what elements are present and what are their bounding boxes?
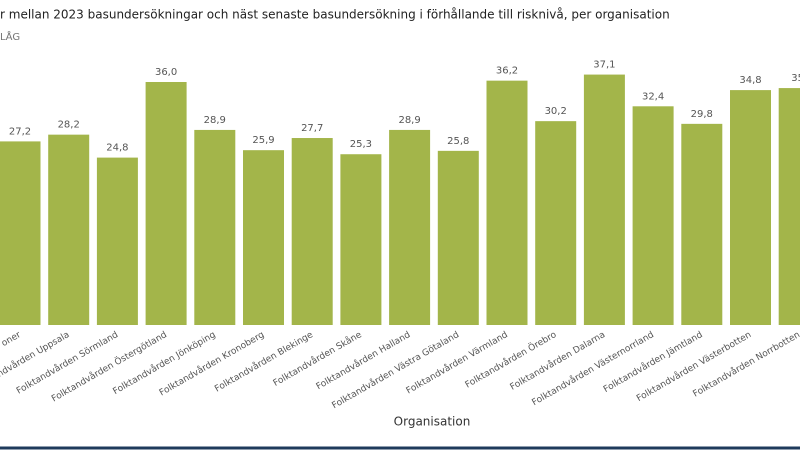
bar	[48, 134, 90, 325]
bar	[194, 129, 236, 325]
bar	[778, 88, 800, 325]
bar	[632, 106, 674, 325]
value-label: 32,4	[642, 91, 664, 102]
chart-title: r mellan 2023 basundersökningar och näst…	[0, 8, 670, 22]
value-label: 25,3	[350, 139, 372, 150]
value-label: 27,2	[9, 126, 31, 137]
bar	[340, 154, 382, 325]
bar	[437, 150, 479, 325]
value-label: 36,0	[155, 67, 177, 78]
bar	[243, 150, 284, 325]
bar	[291, 138, 333, 325]
value-label: 25,9	[252, 135, 274, 146]
value-label: 30,2	[545, 106, 567, 117]
x-tick-label: Folktandvården Skåne	[271, 329, 364, 389]
bar	[583, 74, 625, 325]
x-tick-label: Folktandvården Örebro	[463, 329, 559, 391]
value-label: 25,8	[447, 136, 469, 147]
bar	[0, 141, 41, 325]
bar	[389, 129, 431, 325]
x-axis-title: Organisation	[394, 415, 471, 429]
x-tick-label: oner	[0, 330, 23, 349]
value-label: 29,8	[691, 109, 713, 120]
value-label: 37,1	[593, 60, 615, 71]
value-label: 28,9	[204, 115, 226, 126]
value-label: 34,8	[739, 75, 761, 86]
value-label: 36,2	[496, 66, 518, 77]
value-label: 24,8	[106, 143, 128, 154]
value-label: 27,7	[301, 123, 323, 134]
value-label: 28,2	[58, 120, 80, 131]
bar	[486, 80, 528, 326]
value-label: 35,	[791, 73, 800, 84]
bar	[730, 90, 771, 325]
bar	[96, 157, 138, 325]
bar	[681, 123, 723, 325]
chart-subtitle: LÅG	[0, 30, 20, 43]
bar	[145, 82, 187, 325]
bar	[535, 121, 577, 326]
value-label: 28,9	[398, 115, 420, 126]
